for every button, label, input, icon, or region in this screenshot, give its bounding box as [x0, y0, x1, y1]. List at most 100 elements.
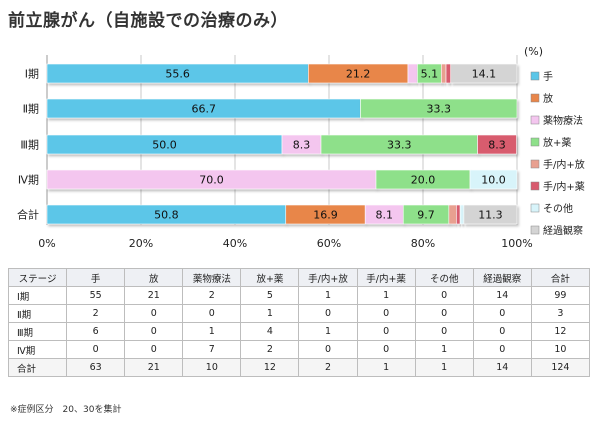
table-cell: 0 — [124, 304, 184, 323]
table-cell: 4 — [240, 322, 300, 341]
table-cell: 0 — [414, 322, 474, 341]
table-row: 合計 63 21 10 12 2 1 1 14 124 — [7, 358, 591, 377]
legend-swatch — [530, 137, 540, 147]
table-row-label: Ⅲ期 — [7, 322, 68, 341]
bar-segment — [360, 98, 518, 119]
x-tick-labels: 0% 20% 40% 60% 80% 100% — [38, 237, 532, 250]
table-cell: 0 — [414, 286, 474, 305]
table-header-cell: 放+薬 — [240, 268, 300, 287]
table-header-cell: 放 — [124, 268, 184, 287]
data-label: 66.7 — [191, 103, 216, 116]
table-cell: 1 — [298, 286, 358, 305]
legend-swatch — [530, 115, 540, 125]
table-row: Ⅱ期 2 0 0 1 0 0 0 0 3 — [7, 304, 591, 323]
legend-swatch — [530, 225, 540, 235]
table-cell: 14 — [472, 358, 532, 377]
legend-entry: その他 — [543, 202, 573, 215]
table-header-row: ステージ手放薬物療法 放+薬 手/内+放 手/内+薬 その他 経過観察 合計 — [7, 268, 591, 287]
table-cell: 0 — [472, 322, 532, 341]
table-row-label: Ⅱ期 — [7, 304, 68, 323]
bar-segment — [477, 134, 517, 155]
unit-label: (%) — [524, 45, 543, 58]
category-label: Ⅳ期 — [18, 174, 39, 187]
table-cell: 1 — [298, 322, 358, 341]
table-cell: 0 — [414, 304, 474, 323]
data-table-container: ステージ手放薬物療法 放+薬 手/内+放 手/内+薬 その他 経過観察 合計 Ⅰ期 55 21 2… — [7, 268, 598, 377]
category-label: Ⅰ期 — [25, 68, 39, 81]
table-row-label: Ⅰ期 — [7, 286, 68, 305]
table-cell: 1 — [414, 340, 474, 359]
x-tick-label: 0% — [38, 237, 55, 250]
legend-swatch — [530, 159, 540, 169]
table-header-cell: その他 — [414, 268, 474, 287]
table-header-cell: 合計 — [530, 268, 591, 287]
data-label: 50.0 — [152, 139, 177, 152]
table-cell: 0 — [124, 340, 184, 359]
data-label: 14.1 — [472, 68, 497, 81]
table-header-cell: 経過観察 — [472, 268, 532, 287]
table-row-label: Ⅳ期 — [7, 340, 68, 359]
table-cell: 14 — [472, 286, 532, 305]
table-cell: 0 — [298, 340, 358, 359]
legend-swatch — [530, 203, 540, 213]
table-cell: 1 — [240, 304, 300, 323]
data-label: 8.3 — [488, 139, 506, 152]
table-header-cell: 手/内+放 — [298, 268, 358, 287]
table-row-label: 合計 — [7, 358, 68, 377]
table-body: Ⅰ期 55 21 2 5 1 1 0 14 99 Ⅱ期 2 0 0 1 0 0 0 0 3 Ⅲ期 6 0 1 4 1 0 0 0 12 Ⅳ期… — [7, 286, 591, 377]
data-label: 55.6 — [165, 68, 190, 81]
table-cell: 10 — [530, 340, 591, 359]
bar-segment — [450, 63, 518, 84]
chart-title: 前立腺がん（自施設での治療のみ） — [8, 11, 288, 31]
table-header-cell: 薬物療法 — [182, 268, 242, 287]
table-cell: 0 — [472, 304, 532, 323]
stacked-bar-chart: 55.6 21.2 5.1 14.1 66.7 33.3 50.0 8.3 33.3 8.3 70.… — [17, 45, 585, 250]
bar-segment — [445, 63, 452, 84]
data-label: 10.0 — [481, 174, 506, 187]
bar-segment — [448, 204, 457, 225]
data-label: 21.2 — [346, 68, 371, 81]
table-cell: 0 — [182, 304, 242, 323]
table-cell: 6 — [66, 322, 126, 341]
table-cell: 12 — [240, 358, 300, 377]
bar-segment — [456, 204, 461, 225]
table-cell: 10 — [182, 358, 242, 377]
table-cell: 12 — [530, 322, 591, 341]
data-label: 5.1 — [421, 68, 439, 81]
table-cell: 2 — [298, 358, 358, 377]
data-labels: 55.6 21.2 5.1 14.1 66.7 33.3 50.0 8.3 33.3 8.3 70.… — [152, 68, 506, 222]
table-cell: 2 — [240, 340, 300, 359]
category-label: Ⅱ期 — [23, 103, 39, 116]
legend-entry: 薬物療法 — [543, 114, 583, 127]
bar-segment — [441, 63, 447, 84]
legend-swatch — [530, 93, 540, 103]
table-cell: 0 — [472, 340, 532, 359]
table-cell: 55 — [66, 286, 126, 305]
table-cell: 2 — [182, 286, 242, 305]
data-label: 20.0 — [411, 174, 436, 187]
table-cell: 63 — [66, 358, 126, 377]
table-cell: 0 — [298, 304, 358, 323]
table-cell: 7 — [182, 340, 242, 359]
legend-entry: 手/内+薬 — [543, 180, 585, 193]
data-label: 11.3 — [478, 209, 503, 222]
data-label: 9.7 — [417, 209, 435, 222]
category-label: 合計 — [17, 208, 39, 222]
legend-entry: 手 — [543, 70, 553, 83]
table-header-cell: ステージ — [7, 268, 68, 287]
table-cell: 0 — [124, 322, 184, 341]
table-cell: 99 — [530, 286, 591, 305]
table-cell: 2 — [66, 304, 126, 323]
bar-segment — [459, 204, 465, 225]
bar-segment — [463, 204, 518, 225]
table-row: Ⅰ期 55 21 2 5 1 1 0 14 99 — [7, 286, 591, 305]
bar-segment — [407, 63, 418, 84]
table-cell: 3 — [530, 304, 591, 323]
table-cell: 124 — [530, 358, 591, 377]
table-cell: 21 — [124, 286, 184, 305]
footnote: ※症例区分 20、30を集計 — [10, 405, 122, 415]
legend-entry: 手/内+放 — [543, 158, 585, 171]
table-row: Ⅳ期 0 0 7 2 0 0 1 0 10 — [7, 340, 591, 359]
table-cell: 5 — [240, 286, 300, 305]
